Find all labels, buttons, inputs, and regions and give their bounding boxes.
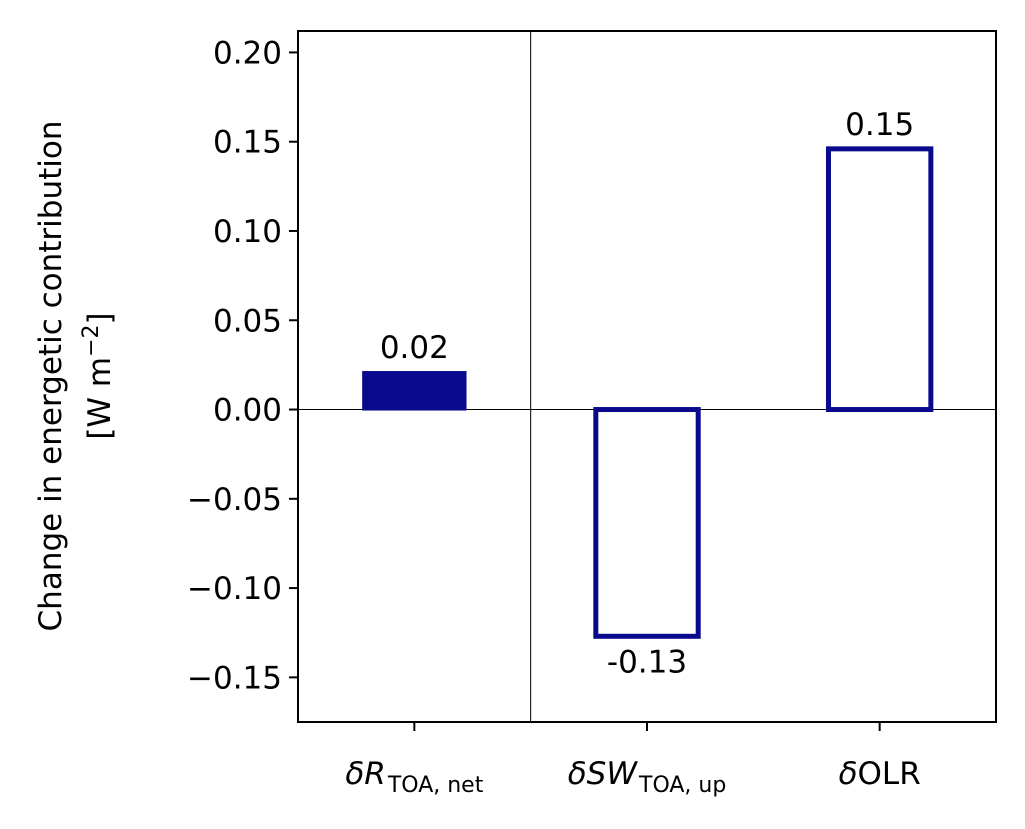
y-axis-label-line2: [W m−2] <box>79 312 118 439</box>
y-tick-label: −0.15 <box>187 660 282 696</box>
x-tick-label-0: δRTOA, net <box>345 756 483 798</box>
y-axis-label-line1: Change in energetic contribution <box>33 121 69 632</box>
y-tick-label: 0.05 <box>213 303 282 339</box>
plot-area: 0.02 -0.13 0.15 <box>298 31 996 722</box>
bar-0 <box>362 371 467 411</box>
x-tick-label-symbol: R <box>364 756 386 792</box>
y-tick-label: 0.10 <box>213 214 282 250</box>
x-tick-label-prefix: δ <box>839 756 858 792</box>
x-tick-label-symbol: SW <box>587 756 639 792</box>
y-tick-label: −0.10 <box>187 571 282 607</box>
y-axis-ticks: 0.20 0.15 0.10 0.05 0.00 −0.05 −0.10 −0.15 <box>187 35 298 696</box>
y-axis-label-unit-exponent: −2 <box>79 324 104 356</box>
x-tick-label-subscript: TOA, net <box>387 773 484 798</box>
y-axis-label: Change in energetic contribution [W m−2] <box>33 121 118 632</box>
data-label-1: -0.13 <box>607 644 687 680</box>
y-tick-label: 0.00 <box>213 393 282 429</box>
x-tick-label-1: δSWTOA, up <box>568 756 727 798</box>
y-tick-label: −0.05 <box>187 482 282 518</box>
y-tick-label: 0.15 <box>213 125 282 161</box>
x-axis-ticks: δRTOA, net δSWTOA, up δOLR <box>345 722 921 798</box>
data-label-2: 0.15 <box>845 107 914 143</box>
y-tick-label: 0.20 <box>213 35 282 71</box>
x-tick-label-prefix: δ <box>568 756 587 792</box>
x-tick-label-prefix: δ <box>345 756 364 792</box>
data-label-0: 0.02 <box>380 330 449 366</box>
plot-frame <box>297 30 997 723</box>
y-axis-label-unit-close: ] <box>82 312 118 324</box>
bar-2 <box>825 146 934 413</box>
y-axis-label-unit: [W m <box>82 357 118 440</box>
x-tick-label-subscript: TOA, up <box>638 773 726 798</box>
x-tick-label-symbol: OLR <box>858 756 921 792</box>
x-tick-label-2: δOLR <box>839 756 921 792</box>
bar-1 <box>593 407 701 639</box>
